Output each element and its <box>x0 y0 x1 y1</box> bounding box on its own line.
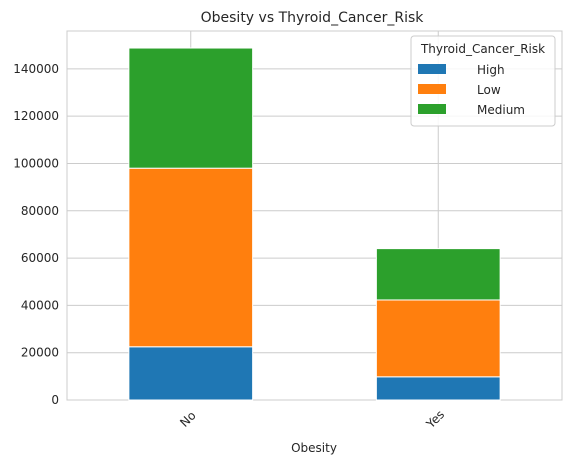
legend-label-high: High <box>477 63 505 77</box>
chart-title: Obesity vs Thyroid_Cancer_Risk <box>201 10 425 26</box>
legend: Thyroid_Cancer_Risk High Low Medium <box>410 35 556 127</box>
y-tick-label: 60000 <box>21 251 59 265</box>
legend-label-medium: Medium <box>477 103 525 117</box>
bar-yes-high <box>375 376 501 401</box>
legend-label-low: Low <box>477 83 501 97</box>
legend-swatch-low <box>418 84 446 94</box>
y-tick-label: 80000 <box>21 204 59 218</box>
bars <box>128 47 501 401</box>
y-tick-label: 120000 <box>13 109 59 123</box>
legend-items: High Low Medium <box>418 63 525 117</box>
legend-swatch-medium <box>418 104 446 114</box>
y-tick-label: 140000 <box>13 62 59 76</box>
plot-frame <box>66 30 563 401</box>
x-axis-label: Obesity <box>291 441 337 455</box>
bar-no-low <box>128 167 254 348</box>
legend-title: Thyroid_Cancer_Risk <box>420 42 545 56</box>
bar-yes-medium <box>375 248 501 301</box>
y-axis-ticks: 0 20000 40000 60000 80000 100000 120000 140000 <box>13 62 59 407</box>
legend-box <box>410 35 556 127</box>
y-tick-label: 40000 <box>21 298 59 312</box>
y-tick-label: 20000 <box>21 346 59 360</box>
bar-no-high <box>128 346 254 401</box>
y-tick-label: 100000 <box>13 156 59 170</box>
bar-no-medium <box>128 47 254 169</box>
legend-swatch-high <box>418 64 446 74</box>
y-tick-label: 0 <box>51 393 59 407</box>
bar-yes-low <box>375 299 501 378</box>
